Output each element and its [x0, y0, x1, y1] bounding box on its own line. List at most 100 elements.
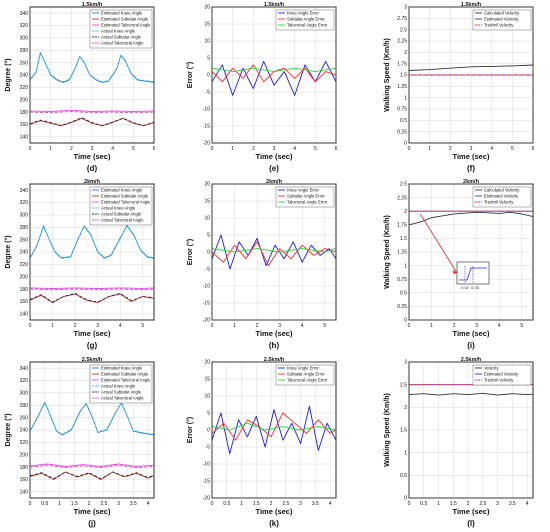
x-tick-label: 1 — [58, 501, 61, 507]
y-tick-label: 2.5 — [400, 182, 407, 188]
y-tick-label: 140 — [20, 312, 29, 318]
x-tick-label: 2 — [453, 323, 456, 329]
series-line-actual-subtalar-angle — [29, 117, 155, 127]
panel-letter: (f) — [467, 164, 475, 173]
legend-entry: Actual Knee Angle — [101, 206, 136, 211]
x-tick-label: 1 — [233, 323, 236, 329]
y-tick-label: 1.5 — [400, 428, 407, 434]
y-tick-label: 140 — [20, 135, 29, 141]
x-tick-label: 1.5 — [450, 501, 457, 507]
plot-frame — [408, 6, 534, 144]
series-line-actual-knee-angle — [29, 52, 155, 83]
chart-title: 1.5km/h — [82, 2, 103, 8]
y-tick-label: 20 — [204, 5, 210, 11]
legend-entry: Estimated Subtalar Angle — [101, 17, 149, 22]
y-axis-label: Error (°) — [186, 62, 194, 89]
x-tick-label: 2.5 — [100, 501, 107, 507]
y-tick-label: -15 — [203, 301, 210, 307]
x-tick-label: 1 — [231, 146, 234, 152]
legend-entry: Knee Angle Error — [287, 188, 319, 193]
y-tick-label: 2.75 — [397, 16, 407, 22]
x-tick-label: 4 — [329, 501, 332, 507]
y-tick-label: 15 — [204, 377, 210, 383]
x-tick-label: 3.5 — [509, 501, 516, 507]
x-tick-label: 1 — [430, 323, 433, 329]
chart-title: 2km/h — [463, 179, 480, 185]
series-line-knee-angle-error — [211, 405, 337, 455]
y-tick-label: 280 — [20, 403, 29, 409]
y-tick-label: 200 — [20, 274, 29, 280]
y-tick-label: 10 — [204, 216, 210, 222]
x-axis-label: Time (sec) — [256, 329, 293, 338]
plot-frame — [408, 183, 534, 321]
y-tick-label: 160 — [20, 299, 29, 305]
chart-title: 2.5km/h — [264, 357, 285, 363]
legend-entry: Subtalar Angle Error — [287, 17, 325, 22]
y-tick-label: 320 — [20, 200, 29, 206]
x-tick-label: 4 — [498, 323, 501, 329]
x-tick-label: 3 — [299, 501, 302, 507]
legend-entry: Actual Knee Angle — [101, 29, 136, 34]
panel-letter: (e) — [269, 164, 279, 173]
chart-title: 1.5km/h — [264, 2, 285, 8]
y-tick-label: -10 — [203, 107, 210, 113]
y-tick-label: 10 — [204, 394, 210, 400]
chart-panel-h: 0 1 2 3 4 5 -20 -15 -10 -5 0 5 10 15 20 2km/h Time (sec)… — [186, 179, 337, 350]
plot-frame — [211, 183, 337, 321]
x-tick-label: 0.5 — [420, 501, 427, 507]
y-tick-label: 1.75 — [397, 61, 407, 67]
legend-entry: Tredmil Velocity — [484, 378, 514, 383]
y-tick-label: 160 — [20, 477, 29, 483]
chart-panel-k: 0 0.5 1 1.5 2 2.5 3 3.5 4 -20 -15 -10 -5 0 5 10 15 20 2.5k… — [186, 357, 337, 528]
y-tick-label: 220 — [20, 85, 29, 91]
y-tick-label: 0.25 — [397, 129, 407, 135]
y-tick-label: 340 — [20, 366, 29, 372]
legend-entry: Estimated Talocrural Angle — [101, 23, 151, 28]
y-tick-label: 5 — [207, 56, 210, 62]
chart-panel-j: 0 0.5 1 1.5 2 2.5 3 3.5 4 140 160 180 200 220 240 260 28… — [4, 357, 155, 528]
legend-entry: Actual Talocrural Angle — [101, 396, 144, 401]
y-tick-label: 0 — [207, 428, 210, 434]
legend-entry: Tredmil Velocity — [484, 200, 514, 205]
x-tick-label: 2 — [74, 323, 77, 329]
inset-tick-label: 0.03 — [471, 286, 478, 290]
x-tick-label: 3.5 — [312, 501, 319, 507]
y-tick-label: 0 — [404, 318, 407, 324]
series-line-knee-angle-error — [211, 234, 337, 270]
y-tick-label: 20 — [204, 360, 210, 366]
x-tick-label: 6 — [335, 146, 338, 152]
y-tick-label: 180 — [20, 287, 29, 293]
y-tick-label: 320 — [20, 23, 29, 29]
x-tick-label: 4 — [293, 146, 296, 152]
x-tick-label: 0 — [29, 146, 32, 152]
panel-letter: (j) — [88, 519, 96, 528]
y-tick-label: 1.75 — [397, 223, 407, 229]
x-tick-label: 1 — [240, 501, 243, 507]
y-tick-label: 280 — [20, 48, 29, 54]
y-axis-label: Degree (°) — [4, 58, 12, 91]
x-axis-label: Time (sec) — [256, 152, 293, 161]
chart-panel-l: 0 0.5 1 1.5 2 2.5 3 3.5 4 0 0.5 1 1.5 2 2.5 3 2.5km/h Tim… — [384, 357, 534, 528]
y-tick-label: 2.5 — [400, 27, 407, 33]
x-tick-label: 2 — [252, 146, 255, 152]
series-line-estimated-subtalar-angle — [29, 293, 155, 304]
legend-entry: Actual Subtalar Angle — [101, 35, 142, 40]
plot-frame — [29, 183, 155, 321]
y-tick-label: 300 — [20, 36, 29, 42]
series-line-actual-subtalar-angle — [29, 471, 155, 480]
x-tick-label: 0 — [211, 146, 214, 152]
y-tick-label: 0.5 — [400, 291, 407, 297]
y-tick-label: 320 — [20, 378, 29, 384]
y-tick-label: -10 — [203, 284, 210, 290]
y-tick-label: 1 — [404, 263, 407, 269]
y-tick-label: 0 — [207, 73, 210, 79]
y-tick-label: 3 — [404, 360, 407, 366]
legend-entry: Subtalar Angle Error — [287, 372, 325, 377]
y-axis-label: Degree (°) — [4, 413, 12, 446]
chart-title: 1.5km/h — [461, 2, 482, 8]
